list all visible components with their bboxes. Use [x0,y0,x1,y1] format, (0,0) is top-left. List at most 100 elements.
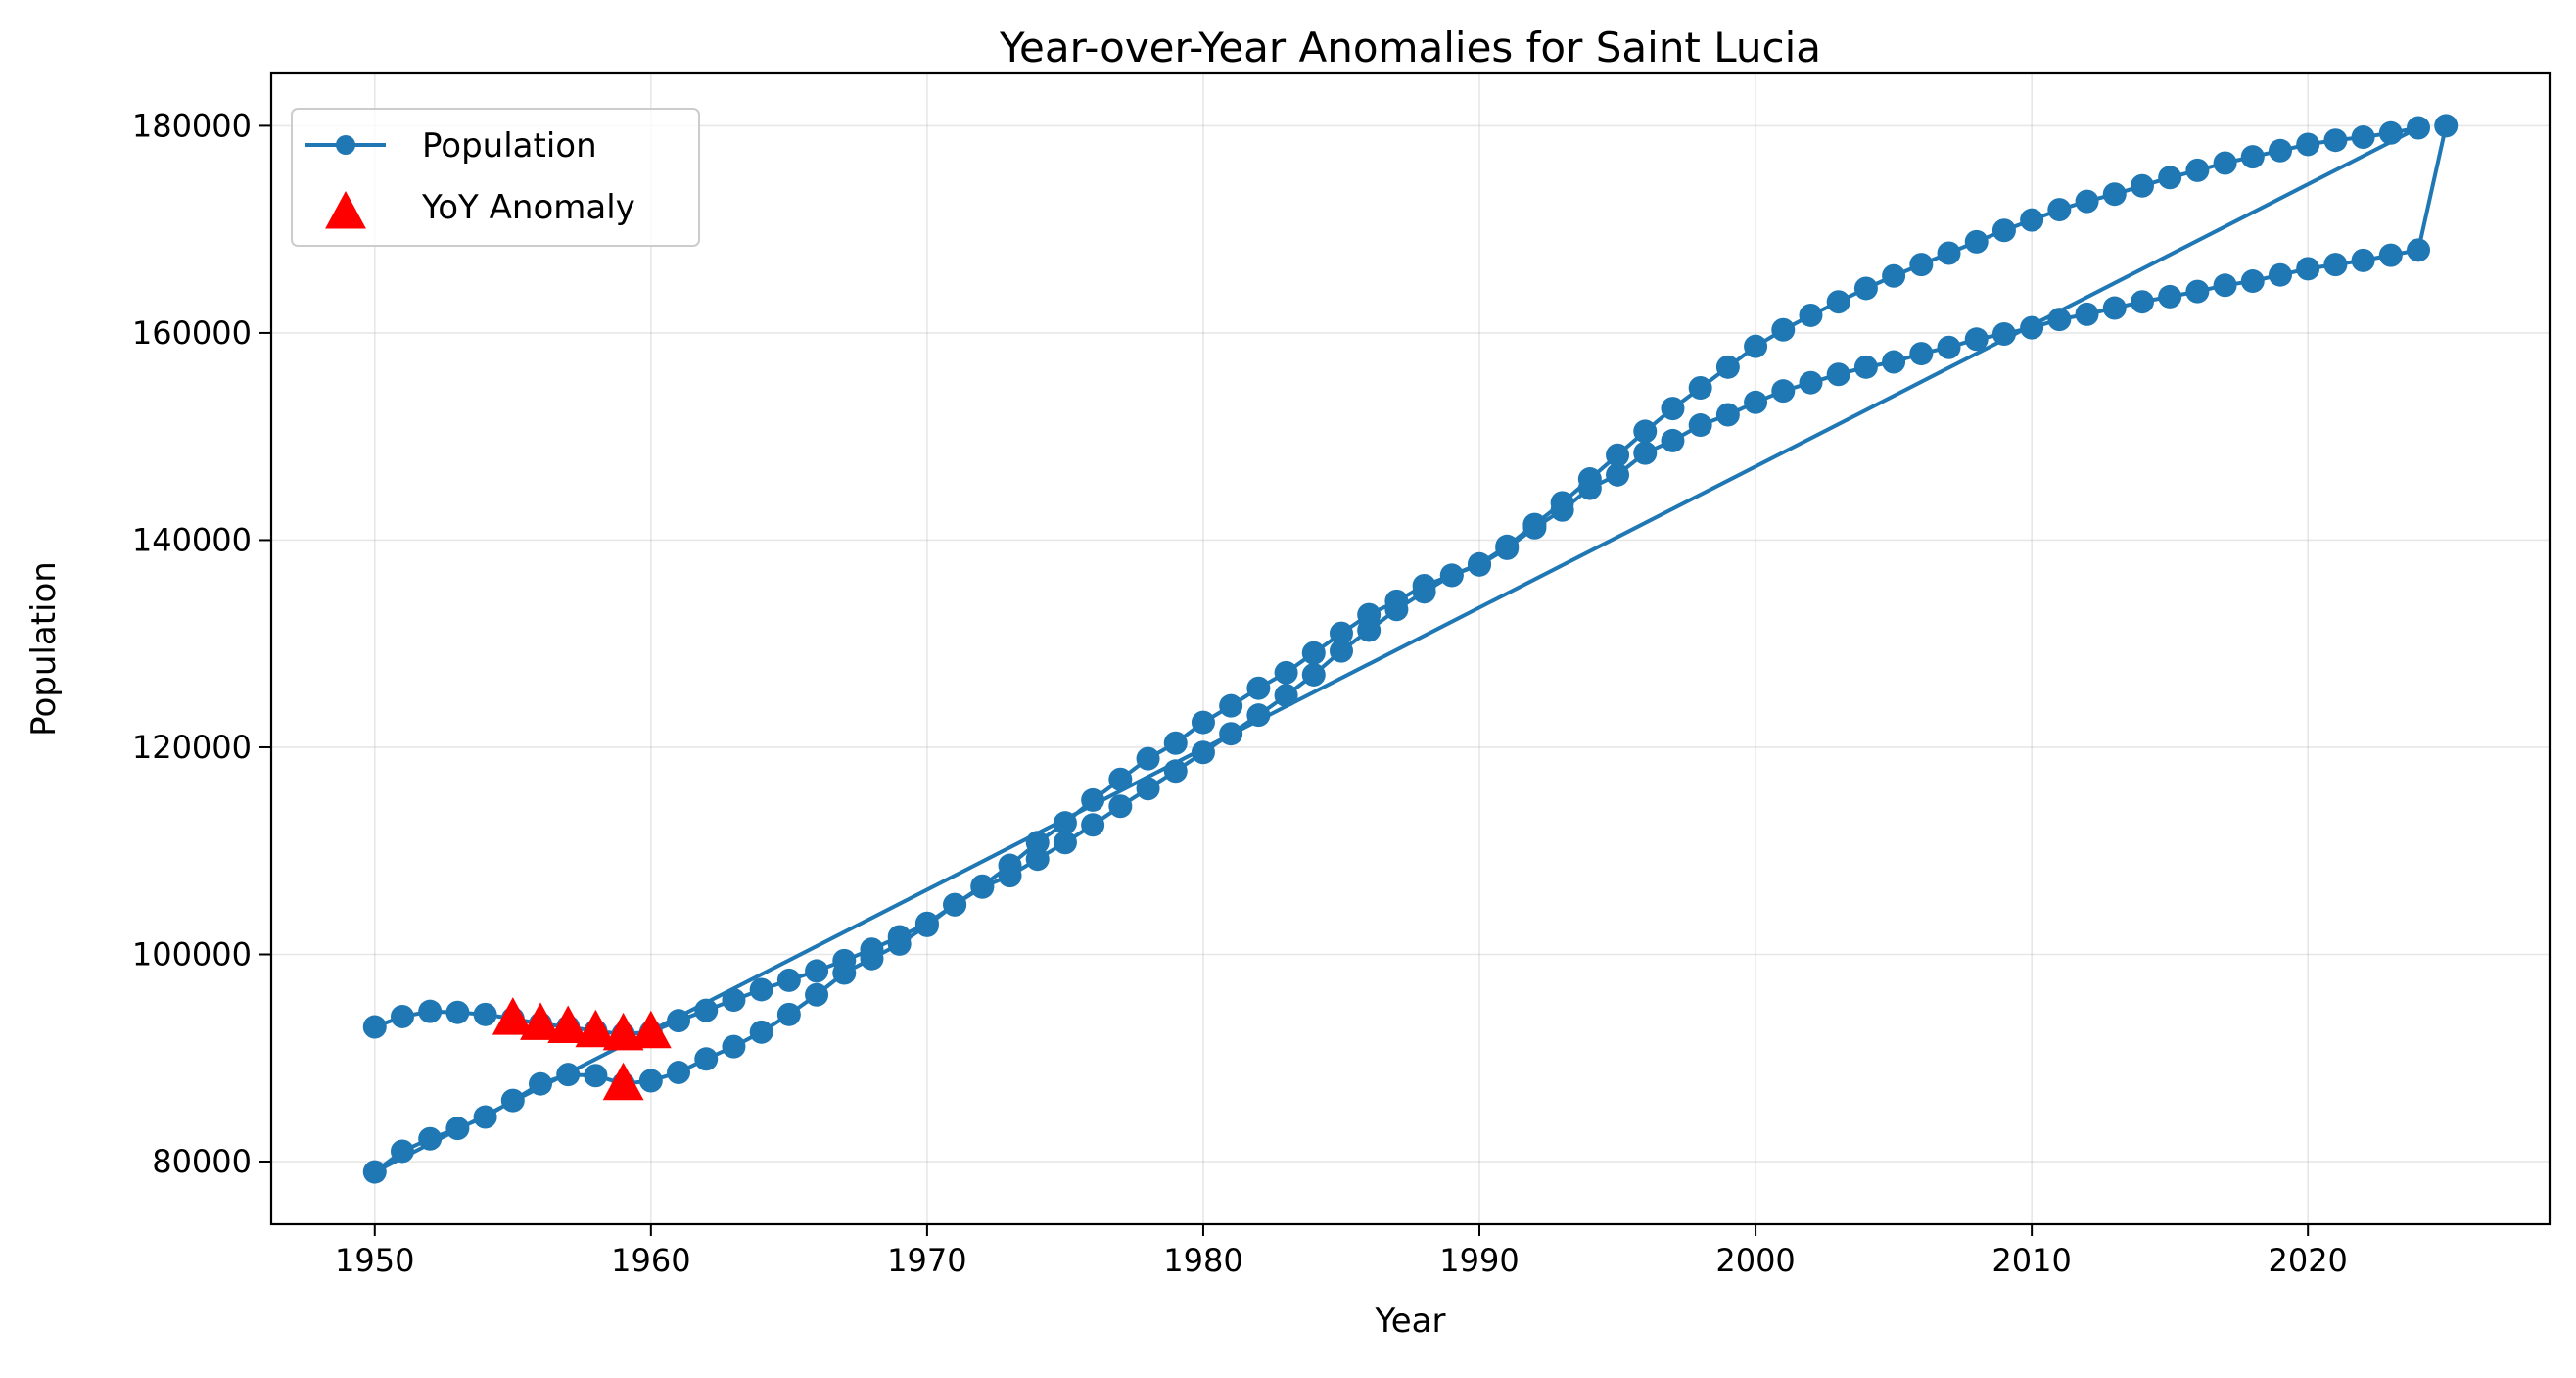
population-point [473,1105,497,1129]
population-point [1081,813,1105,837]
population-point [1522,515,1547,540]
anomaly-point [520,1002,561,1040]
population-point [694,998,719,1022]
population-point [1661,397,1685,421]
population-point [1357,618,1382,642]
y-tick-label: 140000 [132,521,252,558]
population-point [1025,847,1050,872]
population-point [473,1002,497,1026]
x-tick-label: 2020 [2268,1242,2347,1279]
population-point [2102,296,2127,320]
x-tick-label: 1950 [335,1242,414,1279]
population-point [998,864,1022,888]
population-point [914,913,939,937]
population-point [832,961,857,985]
population-point [529,1071,553,1096]
population-point [1439,563,1464,588]
x-tick-label: 2000 [1715,1242,1795,1279]
population-point [1744,390,1768,414]
legend: Population YoY Anomaly [291,108,700,247]
population-point [1633,441,1658,465]
population-point [1771,317,1796,342]
population-point [1274,660,1298,685]
population-point [1688,413,1712,438]
population-point [1577,476,1602,500]
population-point [776,1002,801,1026]
anomaly-point [602,1062,644,1101]
population-point [1882,350,1906,374]
population-point [1853,276,1878,301]
population-point [722,988,746,1013]
population-point [749,1020,773,1044]
population-point [1246,703,1271,728]
population-point [1964,229,1989,254]
population-point [749,977,773,1002]
population-point [2351,248,2375,272]
population-point [2047,198,2072,222]
population-point [2075,302,2099,326]
legend-anomaly-marker [325,191,366,229]
population-point [1495,536,1520,560]
population-point [1329,621,1353,645]
population-point [638,1069,663,1093]
population-point [445,1117,470,1141]
population-point [2185,158,2210,182]
population-point [1606,443,1630,467]
population-point [2158,284,2182,309]
population-point [362,1160,387,1184]
population-point [418,1126,443,1151]
population-point [1108,767,1133,791]
population-point [2378,120,2403,145]
population-point [1468,552,1492,577]
population-point [805,959,829,983]
population-point [584,1064,608,1088]
population-point [390,1139,414,1164]
population-point [1606,462,1630,487]
population-point [1219,722,1243,746]
population-point [1633,419,1658,444]
population-point [2323,128,2348,153]
legend-anomaly-label: YoY Anomaly [421,188,635,227]
population-point [887,931,912,956]
population-point [1826,290,1850,314]
x-axis-label: Year [1375,1302,1446,1341]
population-point [1301,641,1326,665]
population-point [1053,811,1077,835]
population-point [1191,710,1215,735]
population-point [1826,362,1850,387]
population-point [1853,355,1878,379]
population-point [2323,253,2348,277]
population-point [2158,166,2182,190]
population-point [1715,355,1740,379]
population-point [722,1034,746,1059]
population-point [1744,334,1768,358]
series-layer [362,114,2459,1184]
anomaly-point [492,997,534,1035]
population-point [500,1088,525,1113]
anomaly-point [630,1010,672,1049]
x-tick-label: 2010 [1991,1242,2071,1279]
population-point [2351,125,2375,150]
population-point [2185,279,2210,304]
population-point [943,892,967,917]
population-point [1937,241,1961,265]
chart-title: Year-over-Year Anomalies for Saint Lucia [999,24,1821,71]
population-point [556,1063,581,1087]
population-point [1191,740,1215,765]
population-point [970,875,995,899]
population-point [1301,662,1326,687]
anomaly-point [602,1012,644,1051]
population-point [1909,342,1934,366]
y-tick-label: 100000 [132,935,252,973]
y-tick-label: 180000 [132,107,252,144]
population-point [1991,218,2016,243]
population-point [667,1061,691,1085]
population-point [2102,182,2127,207]
population-point [1771,379,1796,404]
population-point [1688,375,1712,400]
population-point [805,982,829,1007]
population-point [2407,116,2431,140]
population-point [1053,831,1077,855]
population-point [2378,243,2403,267]
